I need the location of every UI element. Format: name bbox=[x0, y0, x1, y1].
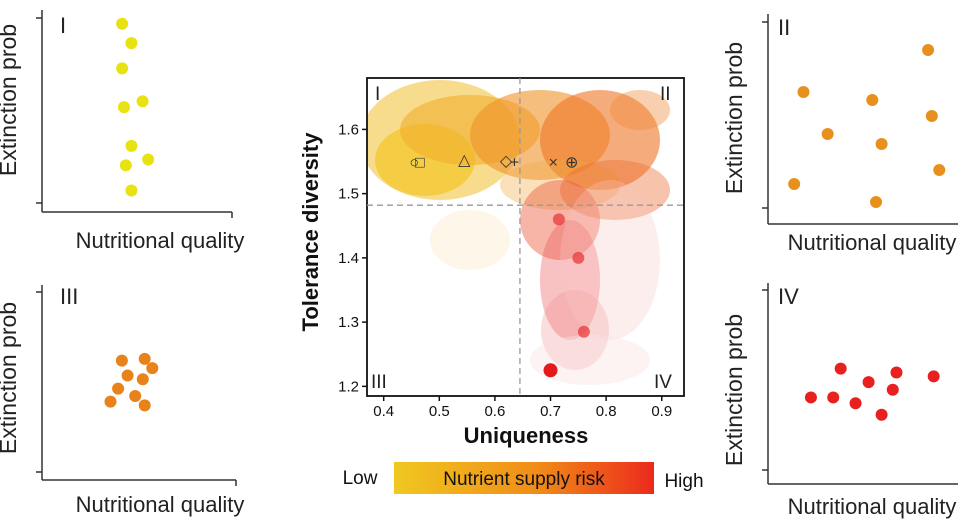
panel-iii: Extinction prob III Nutritional quality bbox=[0, 284, 244, 517]
highlight-point bbox=[543, 363, 558, 378]
quadrant-label-iv: IV bbox=[654, 372, 672, 393]
panel-point bbox=[922, 44, 935, 56]
panel-point bbox=[886, 383, 899, 396]
panel-iii-label: III bbox=[60, 284, 78, 309]
x-tick-label: 0.4 bbox=[373, 403, 394, 420]
panel-point bbox=[104, 395, 117, 408]
panel-point bbox=[875, 138, 888, 150]
panel-point bbox=[119, 159, 132, 172]
y-tick-label: 1.5 bbox=[338, 186, 359, 203]
main-plot-frame bbox=[366, 77, 685, 397]
x-tick-label: 0.8 bbox=[596, 403, 617, 420]
panel-point bbox=[925, 110, 938, 122]
panel-point bbox=[866, 94, 879, 106]
panel-point bbox=[834, 362, 847, 375]
panel-iv-label: IV bbox=[778, 284, 799, 309]
highlight-point bbox=[577, 325, 590, 338]
panel-point bbox=[146, 362, 159, 375]
panel-ii-label: II bbox=[778, 15, 790, 40]
main-panel: □○ △ ◇+ × ⊕ I II III IV 0.4 0.5 0.6 0.7 0.8 0.9 1… bbox=[298, 77, 685, 448]
y-tick-label: 1.4 bbox=[338, 250, 359, 267]
panel-point bbox=[136, 95, 149, 108]
panel-point bbox=[870, 196, 883, 208]
panel-i-ylabel: Extinction prob bbox=[0, 24, 21, 176]
panel-point bbox=[849, 397, 862, 410]
y-tick-label: 1.2 bbox=[338, 378, 359, 395]
panel-point bbox=[115, 354, 128, 367]
main-symbol-markers: □○ △ ◇+ × ⊕ bbox=[409, 152, 578, 172]
panel-point bbox=[927, 370, 940, 383]
highlight-point bbox=[572, 251, 585, 264]
panel-point bbox=[116, 17, 129, 30]
symbol-marker: ◇ bbox=[500, 153, 513, 170]
panel-ii-points bbox=[788, 44, 946, 208]
panel-iii-xlabel: Nutritional quality bbox=[76, 492, 245, 517]
main-density-cloud bbox=[367, 78, 684, 396]
panel-i: Extinction prob I Nutritional quality bbox=[0, 10, 244, 253]
panel-point bbox=[804, 391, 817, 404]
colorbar-gradient bbox=[394, 462, 654, 494]
panel-iii-points bbox=[104, 352, 159, 412]
panel-point bbox=[875, 408, 888, 421]
panel-ii-xlabel: Nutritional quality bbox=[788, 230, 957, 255]
quadrant-label-iii: III bbox=[371, 372, 387, 393]
panel-point bbox=[121, 369, 134, 382]
panel-point bbox=[862, 376, 875, 389]
main-x-ticks: 0.4 0.5 0.6 0.7 0.8 0.9 bbox=[373, 396, 672, 420]
symbol-marker: △ bbox=[458, 152, 471, 169]
panel-point bbox=[138, 399, 151, 412]
highlight-point bbox=[552, 213, 565, 226]
quadrant-label-ii: II bbox=[660, 84, 671, 105]
panel-point bbox=[142, 153, 155, 166]
panel-point bbox=[890, 366, 903, 379]
panel-point bbox=[821, 128, 834, 140]
x-tick-label: 0.6 bbox=[484, 403, 505, 420]
panel-point bbox=[112, 382, 125, 395]
symbol-marker: + bbox=[510, 155, 519, 172]
main-xlabel: Uniqueness bbox=[464, 423, 589, 448]
panel-i-xlabel: Nutritional quality bbox=[76, 228, 245, 253]
panel-point bbox=[827, 391, 840, 404]
quadrant-label-i: I bbox=[375, 84, 380, 105]
panel-point bbox=[116, 62, 129, 75]
symbol-marker: ○ bbox=[409, 155, 419, 172]
symbol-marker: □ bbox=[415, 155, 425, 172]
colorbar-title: Nutrient supply risk bbox=[443, 469, 605, 490]
panel-iv-points bbox=[804, 362, 940, 421]
panel-iii-ylabel: Extinction prob bbox=[0, 302, 21, 454]
symbol-marker: ⊕ bbox=[565, 155, 578, 172]
panel-i-points bbox=[116, 17, 155, 197]
panel-iv-xlabel: Nutritional quality bbox=[788, 494, 957, 519]
panel-point bbox=[117, 101, 130, 114]
panel-iv-ylabel: Extinction prob bbox=[721, 314, 747, 466]
panel-ii: Extinction prob II Nutritional quality bbox=[721, 14, 958, 255]
main-y-ticks: 1.2 1.3 1.4 1.5 1.6 bbox=[338, 121, 367, 395]
panel-point bbox=[125, 139, 138, 152]
panel-point bbox=[125, 184, 138, 197]
colorbar: Low Nutrient supply risk High bbox=[343, 462, 704, 494]
panel-point bbox=[136, 373, 149, 386]
colorbar-low-label: Low bbox=[343, 468, 378, 489]
panel-point bbox=[138, 352, 151, 365]
panel-point bbox=[788, 178, 801, 190]
x-tick-label: 0.7 bbox=[540, 403, 561, 420]
panel-point bbox=[125, 37, 138, 50]
panel-i-label: I bbox=[60, 13, 66, 38]
panel-point bbox=[933, 164, 946, 176]
panel-point bbox=[797, 86, 810, 98]
symbol-marker: × bbox=[549, 155, 558, 172]
colorbar-high-label: High bbox=[664, 471, 703, 492]
main-ylabel: Tolerance diversity bbox=[298, 132, 323, 332]
panel-point bbox=[129, 390, 142, 403]
y-tick-label: 1.3 bbox=[338, 314, 359, 331]
x-tick-label: 0.9 bbox=[651, 403, 672, 420]
y-tick-label: 1.6 bbox=[338, 121, 359, 138]
panel-iv: Extinction prob IV Nutritional quality bbox=[721, 283, 958, 519]
panel-ii-ylabel: Extinction prob bbox=[721, 42, 747, 194]
main-highlight-points bbox=[543, 213, 590, 378]
x-tick-label: 0.5 bbox=[429, 403, 450, 420]
